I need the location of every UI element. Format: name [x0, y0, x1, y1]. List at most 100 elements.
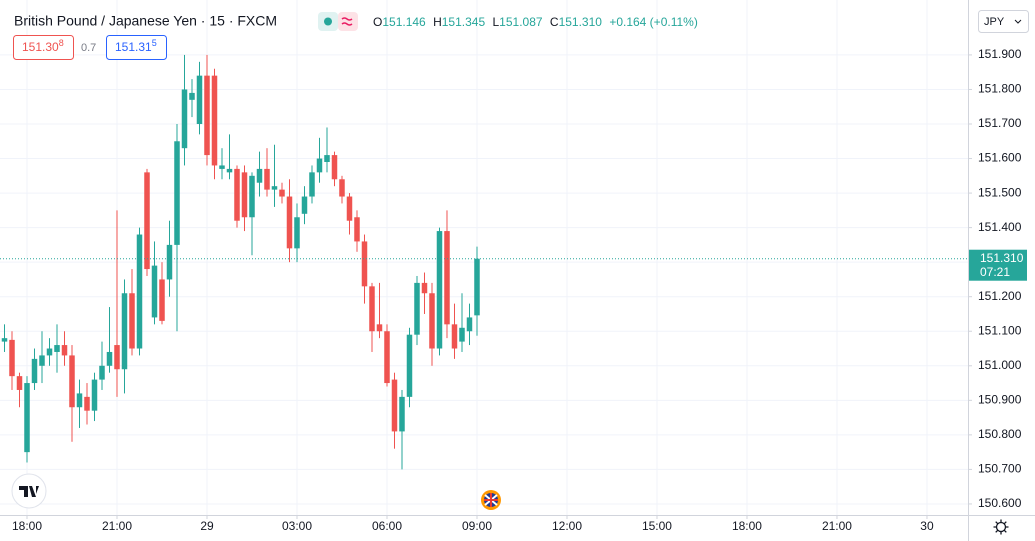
candle-body: [339, 179, 345, 197]
y-tick-label: 151.700: [978, 116, 1022, 130]
candle-body: [271, 186, 278, 190]
candle-body: [451, 324, 458, 349]
candle-body: [211, 75, 218, 166]
y-tick-label: 151.100: [978, 323, 1022, 337]
candle-body: [91, 379, 98, 411]
candle-body: [466, 317, 473, 332]
ohlc-value: 151.146: [382, 15, 426, 29]
delayed-icon: [341, 17, 353, 26]
sell-box[interactable]: [13, 35, 74, 60]
ohlc-value: 151.310: [559, 15, 603, 29]
delayed-badge: [338, 12, 358, 31]
ohlc-legend: O151.146 H151.345 L151.087 C151.310 +0.1…: [373, 15, 698, 29]
ohlc-label: O: [373, 15, 382, 29]
x-tick-label: 18:00: [12, 519, 42, 533]
candle-body: [174, 141, 180, 245]
sell-button[interactable]: 151.308: [13, 35, 74, 60]
candle-body: [129, 293, 135, 349]
candle-body: [376, 324, 383, 332]
currency-button[interactable]: JPY: [978, 10, 1029, 33]
spread: 0.7: [81, 42, 96, 54]
x-tick-label: 21:00: [102, 519, 132, 533]
logo: [11, 473, 47, 509]
countdown: 07:21: [980, 265, 1010, 279]
buy-box[interactable]: [106, 35, 167, 60]
candle-body: [196, 75, 203, 125]
candle-body: [159, 279, 165, 321]
candles: [1, 54, 480, 470]
candle-body: [316, 158, 323, 173]
ohlc-value: 151.345: [442, 15, 486, 29]
currency-caret[interactable]: [1014, 19, 1022, 24]
candle-body: [249, 175, 255, 218]
candle-body: [181, 89, 188, 149]
symbol-title: British Pound / Japanese Yen · 15 · FXCM: [14, 13, 277, 29]
x-tick-label: 12:00: [552, 519, 582, 533]
x-tick-label: 06:00: [372, 519, 402, 533]
x-tick-label: 29: [200, 519, 214, 533]
logo-bg: [11, 473, 47, 509]
candle-body: [219, 165, 225, 169]
candle-body: [361, 241, 368, 287]
x-tick-label: 18:00: [732, 519, 762, 533]
y-tick-label: 150.700: [978, 462, 1022, 476]
y-tick-label: 151.800: [978, 82, 1022, 96]
candle-body: [54, 345, 60, 352]
candle-body: [39, 355, 45, 366]
x-tick-label: 21:00: [822, 519, 852, 533]
y-tick-label: 151.900: [978, 47, 1022, 61]
event-flag-cross[interactable]: [484, 493, 498, 507]
buy-pip[interactable]: 5: [152, 38, 157, 48]
settings-icon[interactable]: [993, 519, 1009, 535]
candle-body: [279, 189, 285, 197]
candle-body: [204, 75, 210, 156]
candle-body: [189, 92, 195, 100]
y-tick-label: 151.200: [978, 289, 1022, 303]
buy-price-main[interactable]: 151.31: [115, 40, 152, 54]
logo-mark: [19, 486, 39, 497]
candle-body: [414, 282, 420, 335]
candle-body: [436, 231, 443, 349]
axes: 150.600 150.700 150.800 150.900 151.000 151.1…: [0, 47, 1027, 533]
x-tick-label: 30: [920, 519, 934, 533]
candle-body: [241, 172, 248, 218]
ohlc-label: L: [492, 15, 499, 29]
candle-body: [294, 217, 300, 249]
y-tick-label: 151.000: [978, 358, 1022, 372]
currency-box[interactable]: [978, 10, 1029, 33]
candle-body: [84, 396, 90, 411]
candle-body: [391, 379, 398, 432]
settings-button[interactable]: [993, 519, 1009, 535]
sell-pip[interactable]: 8: [59, 38, 64, 48]
y-tick-label: 151.500: [978, 185, 1022, 199]
candle-body: [399, 396, 405, 432]
ohlc-label: C: [550, 15, 559, 29]
candle-body: [444, 231, 450, 325]
candle-body: [121, 293, 128, 370]
market-open-dot: [324, 17, 332, 26]
candle-body: [114, 345, 120, 370]
last-price-label: 151.310: [980, 251, 1024, 265]
candle-body: [24, 383, 30, 453]
event-marker[interactable]: [481, 490, 501, 510]
candle-body: [16, 376, 23, 390]
candle-body: [69, 355, 75, 408]
currency[interactable]: JPY: [984, 16, 1005, 28]
candle-body: [234, 168, 240, 221]
x-tick-label: 15:00: [642, 519, 672, 533]
settings-icon[interactable]: [995, 521, 1007, 533]
candle-body: [226, 168, 233, 173]
sell-price[interactable]: 151.308: [22, 38, 64, 54]
candle-body: [459, 327, 465, 342]
candle-body: [106, 351, 113, 366]
candle-body: [429, 293, 435, 349]
x-tick-label: 09:00: [462, 519, 492, 533]
buy-button[interactable]: 151.315: [106, 35, 167, 60]
sell-price-main[interactable]: 151.30: [22, 40, 59, 54]
ohlc-label: H: [433, 15, 442, 29]
candle-body: [1, 338, 8, 342]
candle-body: [324, 155, 330, 162]
last-price-box: [969, 249, 1027, 281]
buy-price[interactable]: 151.315: [115, 38, 157, 54]
candle-body: [286, 196, 293, 249]
